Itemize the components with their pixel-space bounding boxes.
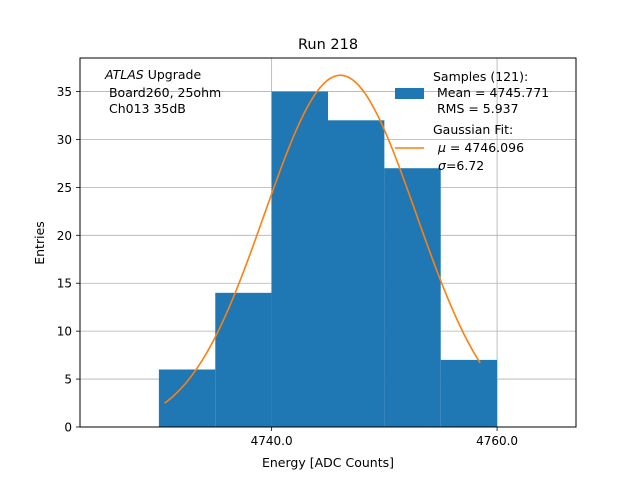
y-tick-label: 5 [64,373,72,387]
legend-fit-line1: Gaussian Fit: [433,122,513,137]
legend-samples-swatch [395,88,424,99]
upgrade-label: Upgrade [144,67,202,82]
mu-value: = 4746.096 [446,140,524,155]
plot-frame [79,57,577,428]
atlas-annotation: ATLAS Upgrade Board260, 25ohm Ch013 35dB [104,67,221,116]
sigma-symbol: σ [438,158,447,173]
histogram-bar [158,369,216,427]
y-tick-label: 35 [57,85,72,99]
y-tick-label: 20 [57,229,72,243]
legend-fit-line3: σ=6.72 [438,158,484,173]
y-tick-label: 15 [57,277,72,291]
legend-fit-line2: μ = 4746.096 [437,140,524,155]
y-tick-label: 10 [57,325,72,339]
histogram-bar [384,168,441,428]
histogram-bar [440,359,498,427]
y-tick-label: 30 [57,133,72,147]
histogram-bar [328,120,385,427]
y-axis-ticks: 0 5 10 15 20 25 30 35 [57,85,80,435]
x-tick-label: 4760.0 [476,434,518,448]
histogram-bar [215,292,272,427]
channel-label: Ch013 35dB [105,101,186,116]
histogram-bars [158,91,498,428]
sigma-value: =6.72 [446,158,484,173]
gaussian-fit [164,74,481,404]
y-tick-label: 25 [57,181,72,195]
histogram-bar [271,91,328,427]
x-axis-label: Energy [ADC Counts] [262,455,394,470]
y-axis-label: Entries [32,221,47,265]
legend: Samples (121): Mean = 4745.771 RMS = 5.9… [395,69,549,173]
x-tick-label: 4740.0 [251,434,293,448]
x-axis-ticks: 4740.0 4760.0 [251,427,518,448]
fit-curve [164,74,481,404]
legend-samples-line3: RMS = 5.937 [433,101,519,116]
mu-symbol: μ [437,140,446,155]
legend-samples-line1: Samples (121): [433,69,528,84]
legend-samples-line2: Mean = 4745.771 [433,85,549,100]
board-label: Board260, 25ohm [105,85,221,100]
y-tick-label: 0 [64,421,72,435]
atlas-label: ATLAS [104,67,144,82]
chart-title: Run 218 [298,37,358,53]
svg-text:ATLAS Upgrade: ATLAS Upgrade [104,67,201,82]
